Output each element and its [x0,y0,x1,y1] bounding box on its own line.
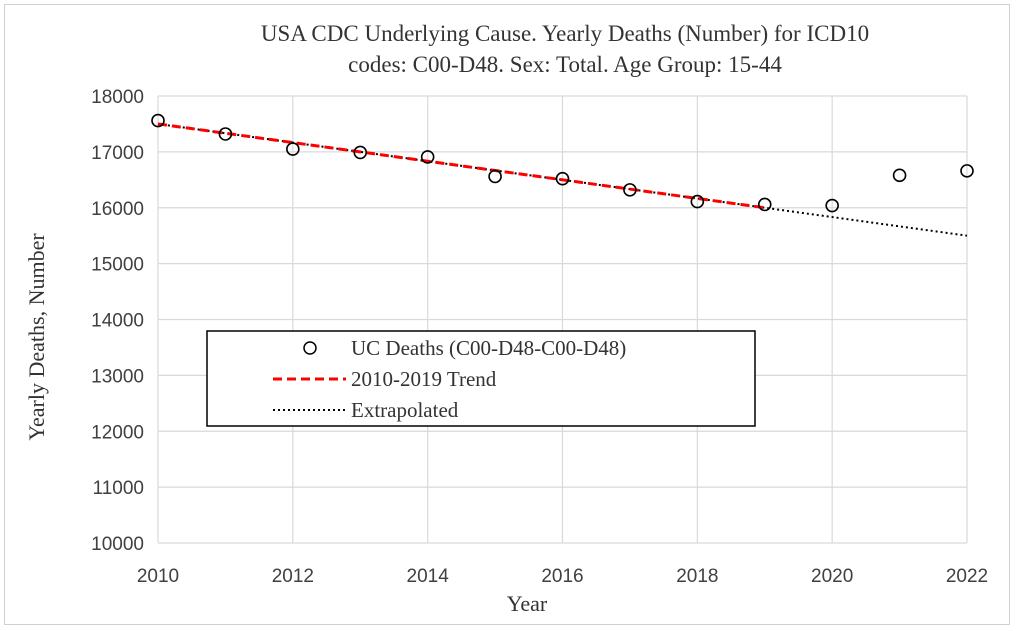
y-tick-label: 15000 [91,255,144,276]
grid-lines [157,95,968,544]
x-axis-label: Year [507,591,548,616]
legend: UC Deaths (C00-D48-C00-D48) 2010-2019 Tr… [206,330,756,427]
y-tick-label: 16000 [91,199,144,220]
y-tick-label: 17000 [91,143,144,164]
data-point [555,171,570,186]
x-tick-label: 2012 [272,566,314,587]
x-tick-label: 2020 [811,566,853,587]
chart-title-line2: codes: C00-D48. Sex: Total. Age Group: 1… [348,52,782,77]
x-tick-labels: 2010 2012 2014 2016 2018 2020 2022 [137,566,988,587]
data-point [623,183,637,197]
chart-frame [4,4,1010,625]
y-tick-label: 14000 [91,311,144,332]
data-point [892,168,907,183]
y-axis-label: Yearly Deaths, Number [24,233,49,441]
data-point [488,169,502,184]
y-tick-label: 13000 [91,366,144,387]
y-tick-label: 18000 [91,87,144,108]
data-point [690,194,705,209]
legend-marker-uc-deaths [303,341,317,355]
x-tick-label: 2016 [541,566,583,587]
trend-line [157,122,765,210]
data-point [286,142,300,156]
y-tick-label: 10000 [91,534,144,555]
y-tick-labels: 10000 11000 12000 13000 14000 15000 16000 17000… [91,87,144,555]
x-tick-label: 2014 [407,566,450,587]
data-point [757,197,772,212]
data-point [218,127,233,141]
data-point [151,113,165,128]
data-point [960,164,974,178]
x-tick-label: 2010 [137,566,179,587]
x-tick-label: 2018 [676,566,718,587]
data-point [353,145,368,160]
chart-title-line1: USA CDC Underlying Cause. Yearly Deaths … [261,21,869,46]
y-tick-label: 12000 [91,422,144,443]
legend-label-uc-deaths: UC Deaths (C00-D48-C00-D48) [351,336,626,360]
y-tick-label: 11000 [93,478,144,499]
data-point [420,150,435,164]
x-tick-label: 2022 [946,566,988,587]
data-markers [151,113,974,213]
legend-label-trend: 2010-2019 Trend [351,367,497,391]
data-point [825,198,839,213]
legend-label-extrapolated: Extrapolated [351,398,459,422]
